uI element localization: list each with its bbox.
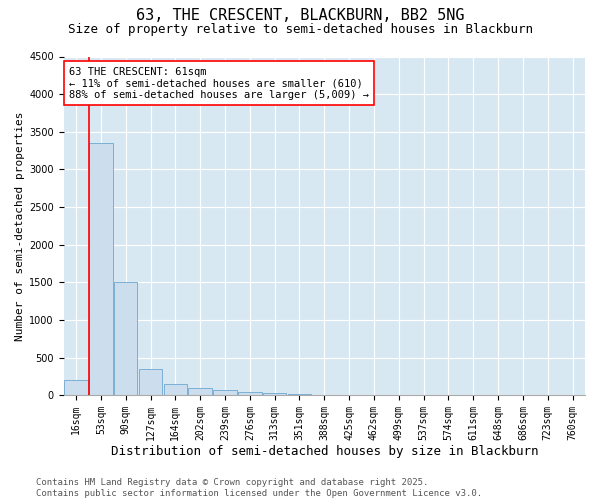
Bar — [288, 394, 311, 396]
Bar — [89, 143, 113, 396]
Bar — [188, 388, 212, 396]
Bar — [313, 395, 336, 396]
Bar — [263, 393, 286, 396]
Y-axis label: Number of semi-detached properties: Number of semi-detached properties — [15, 111, 25, 340]
X-axis label: Distribution of semi-detached houses by size in Blackburn: Distribution of semi-detached houses by … — [110, 444, 538, 458]
Bar — [114, 282, 137, 396]
Text: 63, THE CRESCENT, BLACKBURN, BB2 5NG: 63, THE CRESCENT, BLACKBURN, BB2 5NG — [136, 8, 464, 22]
Bar — [164, 384, 187, 396]
Text: Size of property relative to semi-detached houses in Blackburn: Size of property relative to semi-detach… — [67, 22, 533, 36]
Text: Contains HM Land Registry data © Crown copyright and database right 2025.
Contai: Contains HM Land Registry data © Crown c… — [36, 478, 482, 498]
Bar — [238, 392, 262, 396]
Bar — [213, 390, 237, 396]
Text: 63 THE CRESCENT: 61sqm
← 11% of semi-detached houses are smaller (610)
88% of se: 63 THE CRESCENT: 61sqm ← 11% of semi-det… — [69, 66, 369, 100]
Bar — [64, 380, 88, 396]
Bar — [139, 369, 163, 396]
